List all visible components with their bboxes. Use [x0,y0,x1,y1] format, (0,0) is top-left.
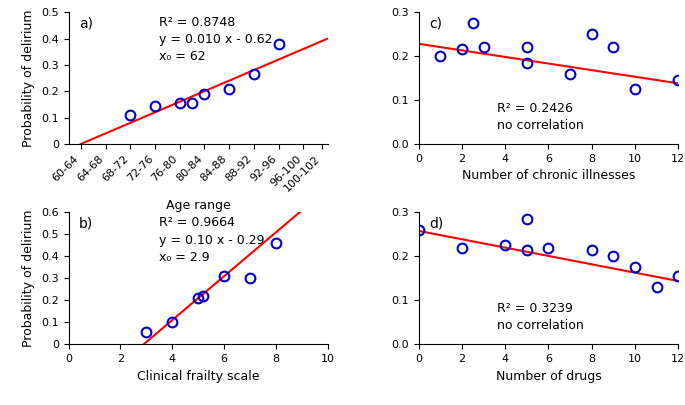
Text: R² = 0.9664: R² = 0.9664 [160,216,235,229]
Y-axis label: Probability of delirium: Probability of delirium [23,9,36,147]
X-axis label: Number of drugs: Number of drugs [495,369,601,383]
X-axis label: Age range: Age range [166,199,231,212]
Text: R² = 0.2426: R² = 0.2426 [497,102,573,115]
Text: y = 0.010 x - 0.62: y = 0.010 x - 0.62 [160,33,273,46]
Text: R² = 0.3239: R² = 0.3239 [497,302,573,315]
Text: y = 0.10 x - 0.29: y = 0.10 x - 0.29 [160,234,265,247]
Text: d): d) [429,216,443,230]
Text: b): b) [79,216,93,230]
Text: no correlation: no correlation [497,319,584,332]
Text: R² = 0.8748: R² = 0.8748 [160,16,236,29]
Text: a): a) [79,16,93,30]
Text: no correlation: no correlation [497,119,584,132]
Text: c): c) [429,16,442,30]
X-axis label: Number of chronic illnesses: Number of chronic illnesses [462,169,635,182]
X-axis label: Clinical frailty scale: Clinical frailty scale [137,369,260,383]
Text: x₀ = 2.9: x₀ = 2.9 [160,251,210,264]
Text: x₀ = 62: x₀ = 62 [160,50,206,63]
Y-axis label: Probability of delirium: Probability of delirium [23,210,36,347]
